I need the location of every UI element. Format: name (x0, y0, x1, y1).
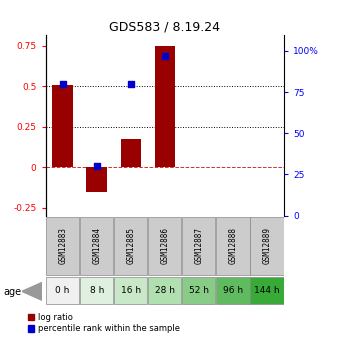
Bar (114, 277, 147, 304)
Point (60, 81, 65, 87)
Bar (148, 217, 182, 275)
Text: GSM12884: GSM12884 (92, 227, 101, 264)
Bar (182, 217, 216, 275)
Bar (154, 46, 175, 167)
Text: GSM12887: GSM12887 (194, 227, 203, 264)
Bar (121, 139, 141, 167)
Bar (148, 277, 182, 304)
Text: age: age (3, 287, 22, 296)
Point (128, 81, 134, 87)
Bar (87, 167, 107, 192)
Bar (46, 277, 79, 304)
Text: GSM12885: GSM12885 (126, 227, 135, 264)
Text: 0 h: 0 h (55, 286, 70, 295)
Text: 8 h: 8 h (90, 286, 104, 295)
Bar (80, 277, 113, 304)
Polygon shape (22, 282, 42, 300)
Legend: log ratio, percentile rank within the sample: log ratio, percentile rank within the sa… (28, 313, 180, 333)
Bar (216, 217, 249, 275)
Bar (114, 217, 147, 275)
Bar (250, 277, 284, 304)
Bar (52, 85, 73, 167)
Text: 144 h: 144 h (254, 286, 280, 295)
Bar (80, 217, 113, 275)
Text: GSM12889: GSM12889 (262, 227, 271, 264)
Bar (182, 277, 216, 304)
Text: GSM12883: GSM12883 (58, 227, 67, 264)
Text: 16 h: 16 h (121, 286, 141, 295)
Bar (46, 217, 79, 275)
Text: 52 h: 52 h (189, 286, 209, 295)
Text: 96 h: 96 h (223, 286, 243, 295)
Bar (216, 277, 249, 304)
Point (94, 164, 99, 169)
Title: GDS583 / 8.19.24: GDS583 / 8.19.24 (109, 20, 220, 33)
Point (162, 53, 168, 59)
Bar (250, 217, 284, 275)
Text: GSM12888: GSM12888 (228, 227, 237, 264)
Text: 28 h: 28 h (155, 286, 175, 295)
Text: GSM12886: GSM12886 (160, 227, 169, 264)
